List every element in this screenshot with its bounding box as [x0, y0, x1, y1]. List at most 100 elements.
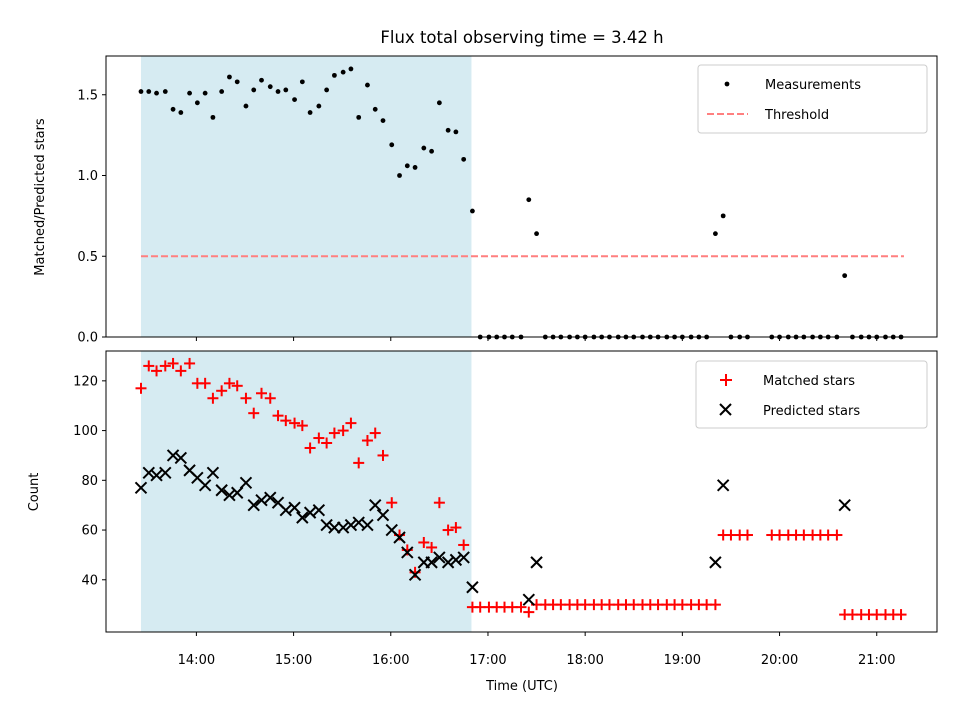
predicted-star-point: [408, 568, 422, 582]
matched-star-point: [223, 377, 235, 389]
matched-star-point: [231, 380, 243, 392]
bottom-y-tick-label: 40: [81, 573, 98, 588]
predicted-star-point: [134, 481, 148, 494]
measurement-point: [307, 110, 313, 115]
x-tick-label: 17:00: [469, 653, 506, 668]
measurement-point: [412, 165, 418, 170]
legend-measurement-marker: [724, 81, 730, 87]
x-tick-label: 14:00: [178, 653, 215, 668]
predicted-star-point: [716, 479, 730, 492]
measurement-point: [720, 213, 726, 219]
predicted-star-point: [352, 516, 365, 529]
predicted-star-point: [279, 503, 293, 517]
top-y-tick-label: 0.5: [77, 250, 98, 265]
predicted-star-point: [247, 498, 260, 512]
legend-matched-marker: [720, 374, 732, 386]
predicted-star-point: [401, 546, 414, 559]
legend-measurements: Measurements: [765, 78, 861, 93]
matched-star-point: [240, 392, 252, 404]
predicted-star-point: [466, 581, 479, 594]
matched-star-point: [361, 435, 373, 447]
matched-star-point: [895, 609, 907, 621]
predicted-star-point: [369, 498, 382, 512]
predicted-star-point: [709, 556, 722, 569]
matched-star-point: [709, 599, 721, 611]
bottom-y-tick-label: 120: [73, 374, 98, 389]
predicted-star-point: [231, 486, 244, 499]
matched-star-point: [321, 437, 333, 449]
bottom-panel: 40 60 80 100 120 14:00 15:00 16:00 17:00 18:00 19…: [27, 350, 938, 694]
legend-predicted-stars: Predicted stars: [763, 404, 860, 419]
top-shaded-interval: [140, 56, 472, 337]
measurement-point: [397, 173, 402, 178]
matched-star-point: [184, 357, 196, 369]
predicted-star-point: [522, 593, 535, 606]
measurement-point: [445, 127, 451, 133]
bottom-ylabel: Count: [27, 473, 42, 512]
measurement-point: [461, 156, 467, 162]
predicted-star-point: [441, 556, 455, 569]
predicted-star-point: [449, 553, 463, 567]
bottom-y-tick-label: 80: [81, 474, 98, 489]
top-ylabel: Matched/Predicted stars: [33, 118, 48, 276]
measurement-point: [154, 90, 159, 96]
matched-star-point: [151, 365, 163, 377]
measurement-point: [219, 89, 225, 94]
matched-star-point: [272, 410, 284, 422]
top-axes-frame: [105, 55, 938, 338]
bottom-legend: Matched stars Predicted stars: [695, 360, 928, 429]
measurement-point: [299, 79, 305, 85]
matched-star-point: [167, 357, 179, 369]
measurement-point: [404, 163, 410, 169]
measurement-point: [324, 87, 330, 93]
matched-star-point: [515, 601, 527, 613]
predicted-star-point: [361, 518, 374, 532]
matched-star-point: [369, 427, 381, 439]
matched-star-point: [207, 392, 219, 404]
predicted-star-point: [530, 556, 543, 569]
predicted-star-point: [174, 451, 188, 465]
top-y-tick-label: 1.0: [77, 169, 98, 184]
matched-star-point: [386, 497, 398, 509]
measurement-point: [283, 87, 289, 93]
legend-predicted-marker: [719, 403, 732, 416]
matched-star-point: [523, 606, 535, 618]
matched-star-point: [135, 382, 147, 394]
x-axis-label: Time (UTC): [485, 679, 558, 694]
x-tick-label: 21:00: [858, 653, 895, 668]
legend-threshold: Threshold: [764, 108, 829, 123]
matched-star-point: [377, 449, 389, 461]
predicted-star-point: [425, 556, 438, 569]
measurement-point: [526, 197, 532, 203]
measurement-point: [138, 89, 144, 94]
measurement-point: [292, 97, 297, 103]
measurement-point: [267, 84, 273, 90]
matched-star-point: [175, 365, 187, 377]
matched-star-point: [450, 522, 462, 534]
predicted-star-point: [142, 466, 155, 480]
measurement-point: [194, 100, 200, 106]
measurement-point: [332, 72, 337, 78]
measurement-point: [178, 110, 184, 115]
measurement-point: [842, 273, 848, 279]
measurement-point: [210, 114, 216, 120]
matched-star-point: [313, 432, 325, 444]
predicted-star-point: [206, 466, 220, 480]
matched-star-point: [248, 407, 260, 419]
predicted-star-point: [166, 449, 180, 462]
measurement-point: [356, 114, 362, 120]
top-legend: Measurements Threshold: [697, 64, 928, 134]
chart-title: Flux total observing time = 3.42 h: [380, 28, 663, 47]
matched-star-point: [289, 417, 301, 429]
predicted-star-point: [457, 551, 470, 564]
predicted-star-point: [336, 521, 350, 534]
matched-star-point: [353, 457, 365, 469]
measurement-point: [243, 103, 249, 109]
bottom-shaded-interval: [140, 351, 472, 632]
measurement-point: [162, 89, 168, 94]
measurement-point: [251, 87, 257, 93]
predicted-star-point: [393, 531, 406, 544]
predicted-star-point: [303, 506, 317, 519]
x-tick-label: 20:00: [761, 653, 798, 668]
